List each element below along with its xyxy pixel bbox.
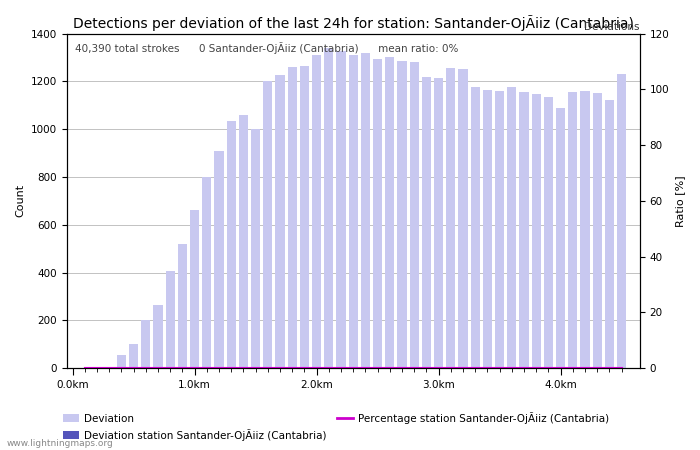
Bar [483, 90, 492, 368]
Bar [202, 177, 211, 368]
Bar [117, 355, 126, 368]
Bar [251, 129, 260, 368]
Bar [166, 271, 175, 368]
Bar [617, 74, 626, 368]
Y-axis label: Count: Count [15, 184, 25, 217]
Bar [385, 58, 394, 368]
Bar [263, 81, 272, 368]
Bar [605, 100, 614, 368]
Bar [129, 344, 138, 368]
Bar [544, 97, 553, 368]
Legend: Deviation, Deviation station Santander-OjÃiiz (Cantabria), Percentage station Sa: Deviation, Deviation station Santander-O… [59, 407, 613, 445]
Bar [373, 58, 382, 368]
Bar [349, 55, 358, 368]
Bar [153, 305, 162, 368]
Bar [190, 211, 199, 368]
Bar [276, 75, 285, 368]
Bar [227, 121, 236, 368]
Bar [508, 87, 517, 368]
Bar [141, 320, 150, 368]
Bar [495, 91, 504, 368]
Title: Detections per deviation of the last 24h for station: Santander-OjÃiiz (Cantabri: Detections per deviation of the last 24h… [73, 15, 634, 31]
Bar [361, 53, 370, 368]
Text: Deviations: Deviations [584, 22, 640, 32]
Bar [239, 115, 248, 368]
Bar [532, 94, 541, 368]
Bar [568, 92, 578, 368]
Bar [470, 87, 480, 368]
Bar [580, 91, 589, 368]
Bar [337, 51, 346, 368]
Bar [324, 48, 333, 368]
Bar [458, 69, 468, 368]
Text: 40,390 total strokes      0 Santander-OjÃiiz (Cantabria)      mean ratio: 0%: 40,390 total strokes 0 Santander-OjÃiiz … [75, 42, 458, 54]
Bar [398, 61, 407, 368]
Bar [312, 55, 321, 368]
Bar [178, 244, 187, 368]
Y-axis label: Ratio [%]: Ratio [%] [675, 175, 685, 227]
Bar [410, 62, 419, 368]
Text: www.lightningmaps.org: www.lightningmaps.org [7, 439, 113, 448]
Bar [434, 78, 443, 368]
Bar [447, 68, 456, 368]
Bar [214, 151, 223, 368]
Bar [556, 108, 565, 368]
Bar [422, 76, 431, 368]
Bar [300, 66, 309, 368]
Bar [593, 93, 602, 368]
Bar [519, 92, 528, 368]
Bar [288, 67, 297, 368]
